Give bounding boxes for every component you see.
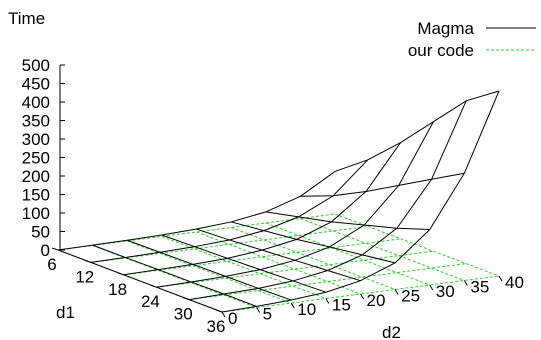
d1-axis: 6 12 18 24 30 36 — [47, 247, 226, 336]
d1-axis-title: d1 — [56, 303, 75, 322]
z-tick-label: 250 — [22, 149, 50, 168]
d2-tick-label: 0 — [228, 309, 237, 328]
d2-tick-mark — [463, 280, 468, 286]
d1-tick-mark — [51, 247, 59, 251]
z-axis-title: Time — [8, 9, 45, 28]
surfaces — [57, 90, 500, 313]
mesh-line-d2-15 — [161, 236, 327, 299]
z-tick-label: 150 — [22, 186, 50, 205]
mesh-line-d2-15 — [161, 234, 327, 293]
d1-tick-label: 12 — [75, 267, 94, 286]
d1-tick-mark — [215, 309, 223, 313]
d1-tick-mark — [183, 297, 190, 301]
d2-tick-label: 15 — [332, 296, 351, 315]
d2-tick-label: 5 — [263, 305, 272, 324]
mesh-line-d2-5 — [92, 244, 257, 307]
d2-tick-label: 40 — [505, 273, 524, 292]
d2-tick-label: 25 — [401, 287, 420, 306]
z-tick-label: 400 — [22, 93, 50, 112]
d1-tick-label: 6 — [47, 255, 56, 274]
mesh-line-d1-36 — [221, 90, 500, 313]
d2-tick-mark — [429, 284, 434, 291]
d1-tick-label: 24 — [141, 292, 160, 311]
d1-tick-mark — [150, 284, 157, 288]
d1-tick-mark — [84, 259, 91, 263]
mesh-line-d2-40 — [334, 90, 500, 172]
d2-tick-label: 20 — [367, 291, 386, 310]
d2-tick-mark — [498, 275, 503, 282]
series-magma — [57, 90, 500, 313]
mesh-line-d2-30 — [265, 211, 430, 230]
d2-tick-mark — [221, 311, 226, 318]
d2-axis-title: d2 — [382, 323, 401, 340]
mesh-line-d2-35 — [300, 218, 465, 281]
d1-tick-label: 18 — [108, 280, 127, 299]
d2-tick-mark — [290, 302, 295, 309]
d2-tick-mark — [360, 293, 364, 300]
z-tick-label: 300 — [22, 130, 50, 149]
d2-tick-mark — [256, 307, 261, 313]
z-tick-label: 100 — [22, 204, 50, 223]
legend-label: our code — [408, 41, 474, 60]
mesh-line-d2-25 — [230, 227, 396, 290]
z-tick-label: 450 — [22, 75, 50, 94]
mesh-line-d2-20 — [196, 231, 361, 295]
legend-label: Magma — [417, 19, 474, 38]
d2-tick-mark — [325, 298, 330, 304]
mesh-line-d1-36 — [221, 275, 500, 313]
d1-tick-label: 30 — [174, 305, 193, 324]
mesh-line-d1-30 — [189, 100, 467, 301]
d1-tick-label: 36 — [207, 317, 226, 336]
mesh-line-d1-18 — [123, 238, 401, 276]
mesh-line-d2-10 — [127, 240, 292, 304]
d2-axis: 0 5 10 15 20 25 30 35 40 — [221, 273, 524, 328]
mesh-line-d2-35 — [300, 172, 465, 197]
mesh-line-d2-20 — [196, 228, 361, 282]
z-tick-label: 0 — [41, 241, 50, 260]
mesh-line-d2-30 — [265, 222, 430, 286]
z-tick-label: 200 — [22, 167, 50, 186]
z-tick-label: 350 — [22, 112, 50, 131]
mesh-line-d1-30 — [189, 263, 467, 301]
legend: Magma our code — [408, 19, 536, 60]
z-tick-label: 500 — [22, 56, 50, 75]
mesh-line-d2-25 — [230, 221, 396, 264]
z-tick-label: 50 — [31, 223, 50, 242]
mesh-line-d1-24 — [156, 250, 434, 288]
d2-tick-mark — [394, 289, 399, 295]
mesh-line-d1-12 — [90, 159, 369, 263]
mesh-line-d2-40 — [334, 213, 500, 277]
mesh-line-d2-5 — [92, 245, 257, 308]
mesh-line-d2-10 — [127, 239, 292, 301]
mesh-line-d1-12 — [90, 225, 368, 263]
d2-tick-label: 35 — [470, 278, 489, 297]
d2-tick-label: 30 — [436, 282, 455, 301]
d2-tick-label: 10 — [297, 300, 316, 319]
d1-tick-mark — [117, 272, 124, 276]
